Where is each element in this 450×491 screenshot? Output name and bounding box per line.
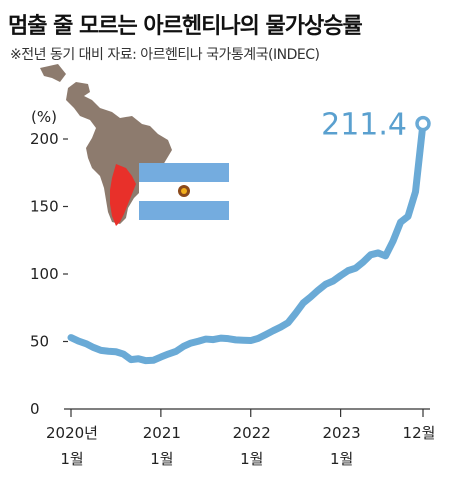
chart-subtitle: ※전년 동기 대비 자료: 아르헨티나 국가통계국(INDEC) bbox=[10, 47, 320, 63]
x-tick-label: 2020년 bbox=[46, 424, 98, 442]
mexico-shape bbox=[40, 64, 66, 82]
x-tick-label: 12월 bbox=[403, 424, 436, 442]
x-tick-label: 1월 bbox=[60, 450, 83, 468]
flag-stripe-top bbox=[139, 163, 229, 182]
series-points bbox=[70, 123, 424, 361]
series-line bbox=[67, 120, 427, 365]
x-tick-label: 1월 bbox=[330, 450, 353, 468]
chart-title: 멈출 줄 모르는 아르헨티나의 물가상승률 bbox=[8, 14, 363, 39]
flag-sun-center bbox=[181, 188, 187, 194]
x-axis: 2020년 1월 2021 1월 2022 1월 2023 1월 12월 bbox=[46, 409, 435, 468]
flag-stripe-bottom bbox=[139, 201, 229, 220]
y-axis: 0 50 100 150 200 bbox=[30, 130, 68, 418]
x-tick-label: 1월 bbox=[150, 450, 173, 468]
y-tick-label: 150 bbox=[30, 198, 59, 216]
x-tick-label: 2022 bbox=[233, 424, 271, 442]
x-tick-label: 1월 bbox=[240, 450, 263, 468]
x-tick-label: 2021 bbox=[143, 424, 181, 442]
y-axis-unit: (%) bbox=[31, 108, 57, 126]
y-tick-label: 50 bbox=[30, 333, 49, 351]
y-tick-label: 200 bbox=[30, 130, 59, 148]
argentina-flag bbox=[139, 163, 229, 220]
y-tick-label: 0 bbox=[30, 400, 40, 418]
end-value-label: 211.4 bbox=[321, 108, 407, 143]
argentina-shape bbox=[110, 164, 136, 226]
x-tick-label: 2023 bbox=[323, 424, 361, 442]
y-tick-label: 100 bbox=[30, 265, 59, 283]
end-marker bbox=[415, 115, 431, 132]
